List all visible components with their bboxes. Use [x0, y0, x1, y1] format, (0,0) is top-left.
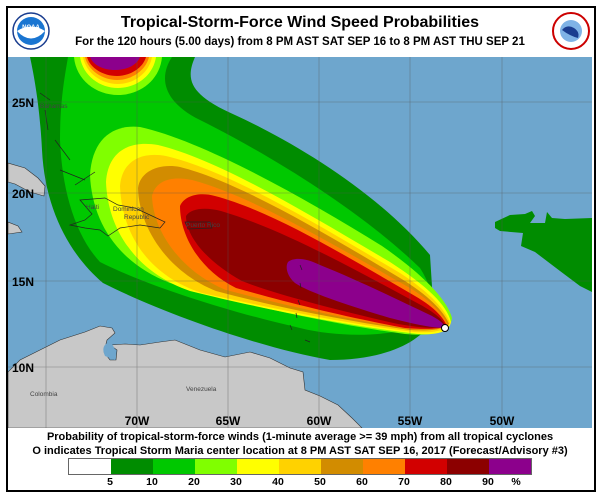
legend-swatch	[405, 459, 447, 474]
legend-tick-label: 70	[398, 476, 410, 488]
place-bahamas: Bahamas	[40, 103, 68, 110]
storm-center-marker	[441, 324, 449, 332]
legend-tick-label: 10	[146, 476, 158, 488]
prob-90	[286, 258, 446, 328]
legend-tick-label: 20	[188, 476, 200, 488]
place-venezuela: Venezuela	[186, 386, 217, 393]
legend-storm-note: O indicates Tropical Storm Maria center …	[32, 445, 568, 457]
legend-swatch	[447, 459, 489, 474]
lat-label-20n: 20N	[12, 187, 34, 201]
lat-label-25n: 25N	[12, 96, 34, 110]
legend-description: Probability of tropical-storm-force wind…	[46, 431, 554, 443]
nws-logo	[552, 12, 590, 50]
legend-swatch	[111, 459, 153, 474]
hispaniola	[68, 197, 166, 237]
legend-swatch	[237, 459, 279, 474]
cuba	[8, 162, 46, 197]
legend-tick-label: 60	[356, 476, 368, 488]
legend-swatch	[279, 459, 321, 474]
svg-text:NOAA: NOAA	[22, 25, 40, 31]
legend-swatch	[69, 459, 111, 474]
legend-tick-label: 90	[482, 476, 494, 488]
place-colombia: Colombia	[30, 391, 58, 398]
place-puerto-rico: Puerto Rico	[186, 222, 220, 229]
color-legend-bar	[68, 458, 532, 475]
prob-90-north	[90, 57, 140, 70]
lake-maracaibo	[103, 342, 116, 360]
legend-tick-label: 40	[272, 476, 284, 488]
legend-swatch	[195, 459, 237, 474]
legend-swatch	[321, 459, 363, 474]
lon-label-60w: 60W	[307, 414, 332, 428]
chart-title: Tropical-Storm-Force Wind Speed Probabil…	[120, 14, 480, 31]
lesser-antilles	[289, 264, 311, 343]
lon-label-50w: 50W	[490, 414, 515, 428]
legend-swatch	[153, 459, 195, 474]
lat-label-10n: 10N	[12, 361, 34, 375]
graticule	[8, 57, 592, 428]
island-outlines	[39, 92, 311, 343]
lon-label-65w: 65W	[216, 414, 241, 428]
legend-swatch	[363, 459, 405, 474]
probability-swath	[30, 57, 452, 360]
legend-tick-label: 50	[314, 476, 326, 488]
cuba-west	[8, 221, 23, 235]
place-republic: Republic	[124, 214, 150, 221]
land	[8, 162, 363, 428]
place-haiti: Haiti	[86, 204, 99, 211]
chart-subtitle: For the 120 hours (5.00 days) from 8 PM …	[75, 36, 525, 48]
legend-swatch	[489, 459, 531, 474]
legend-tick-label: 30	[230, 476, 242, 488]
prob-area-east	[495, 211, 592, 292]
probability-map: 25N 20N 15N 10N 70W 65W 60W 55W 50W Baha…	[8, 57, 592, 428]
bahamas-islands	[39, 92, 96, 186]
place-dominican: Dominican	[113, 206, 144, 213]
lat-label-15n: 15N	[12, 275, 34, 289]
legend-tick-label: 80	[440, 476, 452, 488]
south-america	[8, 325, 363, 428]
legend-tick-label: 5	[107, 476, 113, 488]
lon-label-70w: 70W	[125, 414, 150, 428]
lon-label-55w: 55W	[398, 414, 423, 428]
noaa-logo: NOAA	[12, 12, 50, 50]
puerto-rico	[184, 221, 213, 230]
legend-tick-label: %	[511, 476, 521, 488]
